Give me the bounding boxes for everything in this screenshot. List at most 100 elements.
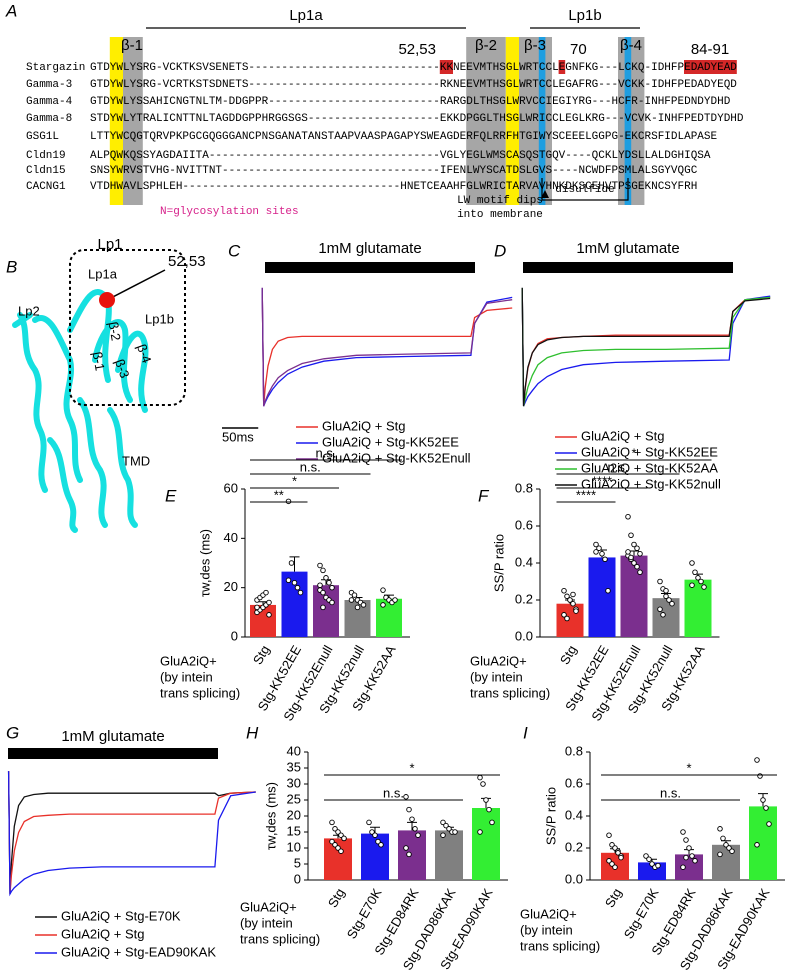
sequence-name: GSG1L (26, 131, 59, 143)
sequence-name: CACNG1 (26, 181, 66, 193)
y-axis-label: SS/P ratio (491, 534, 506, 592)
x-tick-label: Stg (325, 886, 348, 910)
data-point (369, 829, 375, 835)
protein-ribbon (12, 289, 149, 533)
highlight-beta1 (123, 37, 143, 205)
data-point (360, 602, 367, 608)
lp1-box (69, 249, 186, 406)
data-point (380, 587, 386, 593)
data-point (657, 578, 663, 585)
data-point (717, 826, 723, 832)
group-label: GluA2iQ+ (520, 906, 577, 921)
bar (361, 833, 389, 880)
data-point (637, 551, 643, 557)
data-point (605, 588, 611, 594)
current-trace (7, 771, 256, 897)
data-point (348, 597, 355, 603)
data-point (266, 612, 272, 618)
stimulus-label: 1mM glutamate (61, 728, 164, 745)
y-tick-label: 20 (224, 579, 238, 594)
data-point (634, 563, 640, 570)
y-tick-label: 0.6 (515, 517, 533, 532)
significance-label: n.s. (300, 459, 321, 474)
stimulus-bar (523, 262, 733, 273)
bar (749, 806, 777, 880)
data-point (291, 579, 298, 586)
current-trace (521, 287, 771, 407)
y-tick-label: 0.8 (515, 480, 533, 495)
significance-label: * (686, 760, 691, 775)
panel-letter: F (478, 486, 490, 505)
data-point (320, 567, 326, 574)
panel-letter: I (523, 723, 528, 742)
bar (556, 603, 584, 637)
data-point (660, 612, 666, 618)
legend-label: GluA2iQ + Stg (581, 428, 664, 443)
data-point (415, 832, 421, 838)
panel-letter: A (5, 1, 17, 20)
data-point (637, 569, 643, 576)
data-point (564, 593, 570, 600)
data-point (440, 832, 446, 838)
y-tick-label: 40 (224, 530, 238, 545)
sequence-name: Gamma-3 (26, 79, 72, 91)
data-point (263, 589, 269, 596)
group-label: trans splicing) (520, 938, 600, 953)
data-point (406, 851, 412, 858)
legend-label: GluA2iQ + Stg-EAD90KAK (61, 944, 216, 959)
x-tick-label: Stg (250, 643, 273, 667)
data-point (375, 838, 381, 845)
site-label: 70 (570, 41, 587, 58)
data-point (754, 757, 760, 763)
data-point (689, 582, 695, 588)
current-trace (261, 287, 513, 407)
region-label: TMD (122, 453, 150, 468)
data-point (443, 822, 449, 829)
panel-letter: C (228, 241, 241, 260)
y-tick-label: 0.0 (515, 628, 533, 643)
panel-letter: H (246, 723, 259, 742)
data-point (606, 832, 612, 838)
y-axis-label: τw,des (ms) (263, 782, 278, 850)
data-point (754, 842, 760, 848)
data-point (412, 826, 418, 832)
data-point (649, 861, 655, 867)
data-point (329, 599, 335, 606)
significance-label: **** (576, 487, 596, 502)
data-point (723, 842, 729, 848)
bar (675, 854, 703, 880)
alignment: Stargazin GTDYWLYSRG-VCKTKSVSENETS-------… (26, 62, 744, 193)
data-point (285, 498, 292, 505)
sequence: GTDYWLYSRG-VCKTKSVSENETS----------------… (90, 62, 737, 74)
legend-label: GluA2iQ + Stg-KK52Enull (322, 450, 471, 465)
significance-label: ** (274, 487, 284, 502)
data-point (689, 853, 695, 859)
significance-label: n.s. (608, 459, 629, 474)
sequence-name: Stargazin (26, 62, 85, 74)
y-tick-label: 30 (287, 775, 301, 790)
y-tick-label: 0.8 (565, 743, 583, 758)
group-label: (by intein (160, 669, 213, 684)
highlight-beta3 (519, 37, 552, 205)
stimulus-label: 1mM glutamate (318, 240, 421, 257)
data-point (341, 835, 347, 842)
data-point (655, 862, 661, 869)
data-point (666, 597, 672, 603)
legend-label: GluA2iQ + Stg (322, 418, 405, 433)
data-point (680, 864, 686, 870)
data-point (683, 837, 689, 843)
site-marker (99, 292, 115, 308)
glycosylation-legend: N=glycosylation sites (160, 206, 299, 218)
data-point (288, 560, 295, 566)
panel-letter: G (6, 723, 19, 742)
region-label: Lp1 (97, 236, 122, 253)
data-point (297, 589, 304, 596)
data-point (338, 848, 344, 854)
data-point (717, 851, 723, 858)
data-point (766, 821, 772, 827)
data-point (634, 545, 640, 551)
x-tick-label: Stg (602, 886, 625, 910)
data-point (628, 554, 634, 561)
bar (376, 598, 402, 637)
current-trace (521, 287, 771, 407)
